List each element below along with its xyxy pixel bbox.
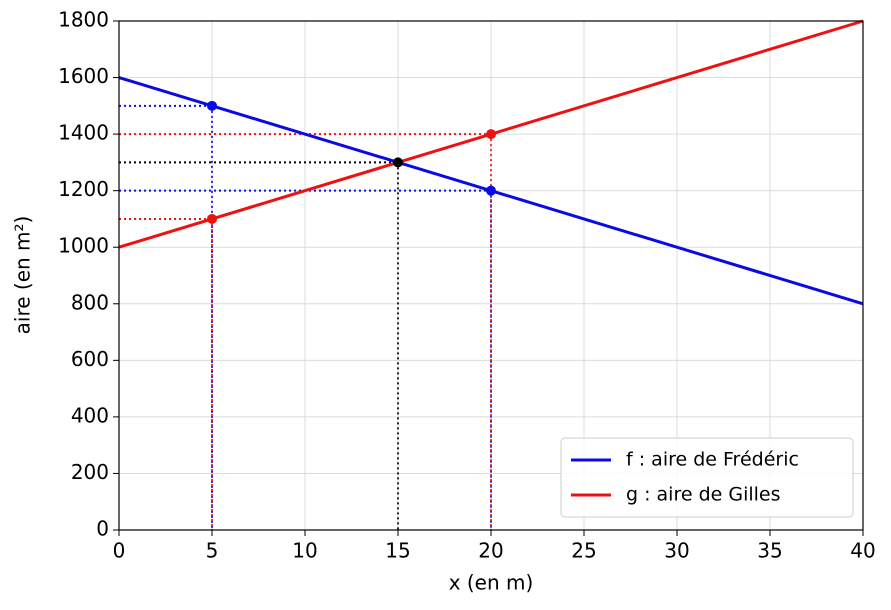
- x-tick-label: 15: [385, 539, 410, 563]
- point: [486, 129, 496, 140]
- y-tick-label: 1000: [58, 234, 109, 258]
- y-tick-label: 1600: [58, 64, 109, 88]
- y-tick-label: 1400: [58, 121, 109, 145]
- legend-label: g : aire de Gilles: [626, 484, 781, 506]
- x-tick-label: 20: [478, 539, 503, 563]
- x-tick-label: 25: [571, 539, 596, 563]
- x-tick-label: 10: [292, 539, 317, 563]
- y-tick-label: 400: [71, 403, 109, 427]
- x-tick-label: 5: [206, 539, 219, 563]
- plot-frame: [118, 20, 864, 531]
- x-tick-label: 35: [757, 539, 782, 563]
- x-tick-label: 40: [850, 539, 875, 563]
- y-tick-label: 200: [71, 460, 109, 484]
- legend-box: [560, 437, 854, 518]
- x-tick-label: 0: [113, 539, 126, 563]
- y-tick-label: 1200: [58, 177, 109, 201]
- point: [393, 157, 403, 168]
- point: [207, 213, 217, 224]
- point: [207, 100, 217, 111]
- y-tick-label: 800: [71, 290, 109, 314]
- point: [486, 185, 496, 196]
- legend-label: f : aire de Frédéric: [626, 449, 799, 471]
- y-tick-label: 600: [71, 347, 109, 371]
- x-axis-label: x (en m): [449, 571, 534, 595]
- y-axis-label: aire (en m²): [11, 216, 35, 335]
- y-tick-label: 1800: [58, 8, 109, 32]
- x-tick-label: 30: [664, 539, 689, 563]
- y-tick-label: 0: [96, 517, 109, 541]
